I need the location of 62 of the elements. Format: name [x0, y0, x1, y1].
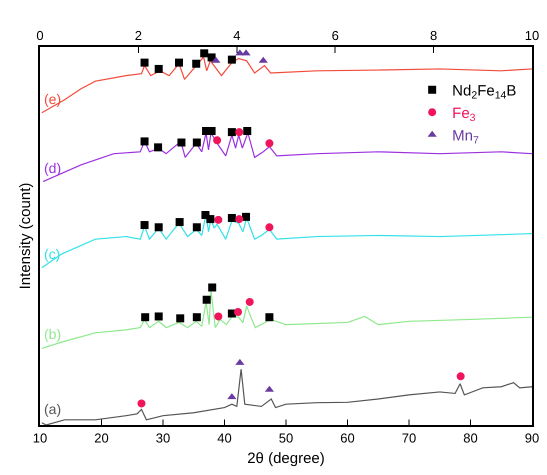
point — [154, 223, 163, 232]
point — [137, 399, 146, 408]
point — [265, 223, 274, 232]
point — [192, 313, 201, 322]
point — [140, 137, 149, 146]
x-tick-label: 20 — [94, 430, 109, 446]
point — [208, 283, 216, 292]
point — [228, 56, 236, 64]
point — [192, 223, 201, 232]
point — [456, 372, 465, 380]
point — [154, 64, 163, 73]
x-tick-label: 70 — [402, 430, 416, 446]
point — [140, 58, 149, 67]
x-tick-label: 50 — [278, 430, 294, 446]
x2-tick-label: 8 — [430, 28, 438, 44]
point — [192, 138, 201, 147]
point — [228, 214, 236, 222]
point — [176, 314, 184, 322]
point — [242, 212, 250, 221]
point — [214, 216, 222, 224]
point — [200, 49, 208, 58]
series-label: (d) — [44, 160, 62, 176]
point — [228, 128, 236, 136]
legend-label: Mn$_{7}$ — [452, 128, 480, 147]
point — [246, 298, 254, 306]
series-label: (c) — [44, 246, 60, 262]
x-tick-label: 10 — [32, 430, 48, 446]
point — [176, 218, 184, 226]
point — [213, 136, 222, 144]
legend-label: Fe$_{3}$ — [452, 105, 476, 124]
x2-tick-label: 6 — [332, 28, 339, 44]
x2-tick-label: 0 — [36, 28, 44, 44]
series-label: (e) — [44, 91, 62, 107]
point — [234, 308, 242, 316]
point — [140, 221, 149, 230]
x-tick-label: 30 — [156, 430, 170, 446]
point — [265, 313, 274, 322]
point — [265, 139, 274, 148]
legend-label: Nd$_{2}$Fe$_{14}$B — [452, 82, 516, 102]
x-axis-title: 2θ (degree) — [247, 450, 325, 467]
point — [174, 58, 183, 67]
point — [202, 296, 211, 304]
point — [141, 313, 150, 322]
x-tick-label: 80 — [463, 430, 478, 446]
point — [235, 128, 244, 136]
point — [177, 138, 186, 147]
y-axis-title: Intensity (count) — [17, 182, 34, 290]
x2-tick-label: 4 — [233, 28, 240, 44]
point — [243, 127, 252, 135]
x2-tick-label: 10 — [524, 28, 540, 44]
point — [214, 312, 222, 320]
series-label: (a) — [44, 401, 62, 417]
point — [154, 143, 162, 152]
point — [192, 60, 200, 68]
point — [206, 215, 214, 224]
x-tick-label: 40 — [217, 430, 232, 446]
series-label: (b) — [44, 326, 62, 342]
x2-tick-label: 2 — [134, 28, 142, 44]
point — [235, 215, 244, 224]
x-tick-label: 60 — [340, 430, 355, 446]
x-tick-label: 90 — [524, 430, 540, 446]
point — [154, 312, 163, 320]
